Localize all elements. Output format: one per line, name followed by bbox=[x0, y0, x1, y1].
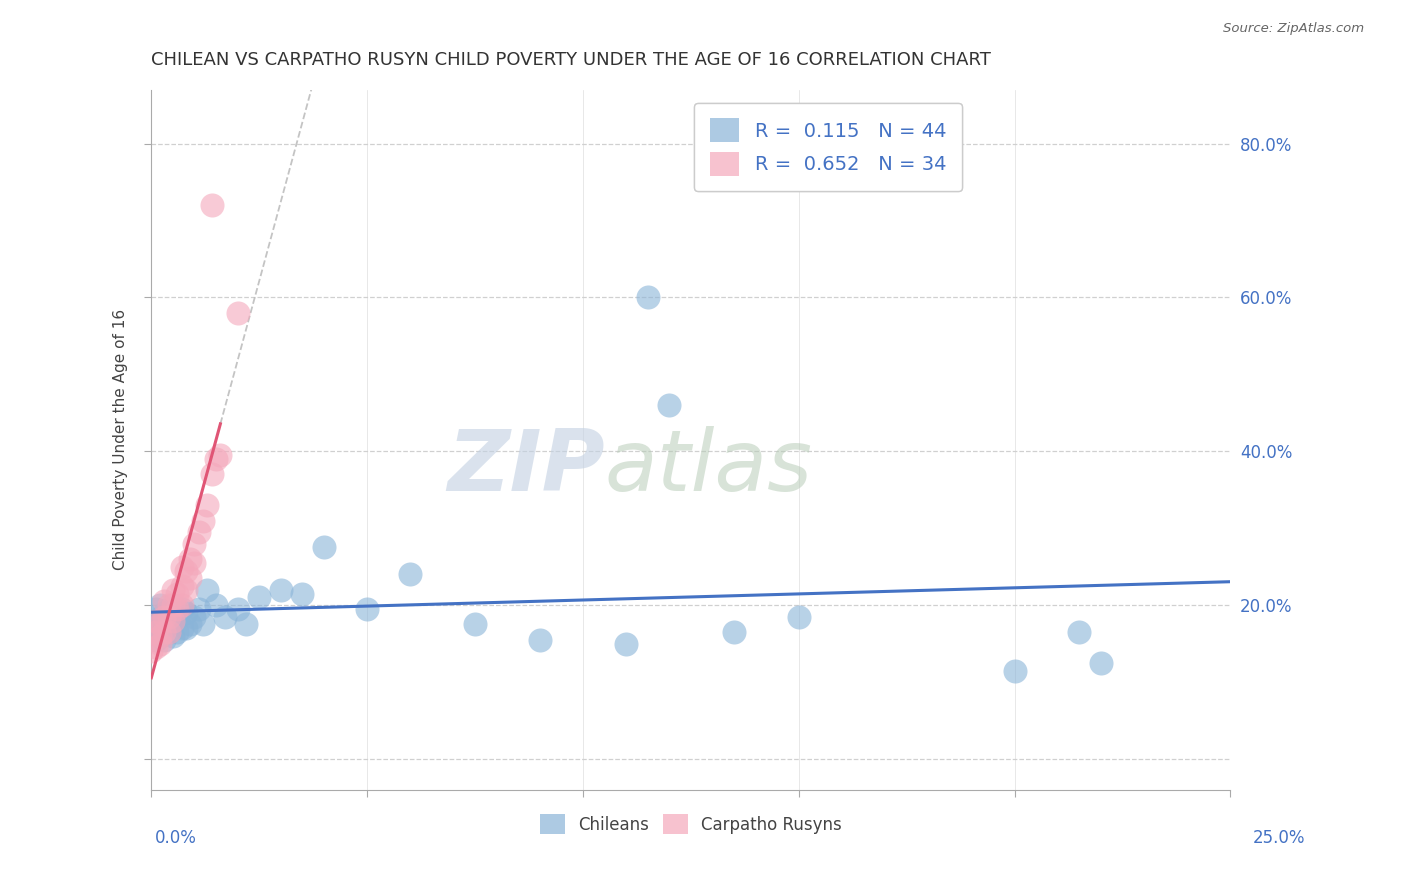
Point bbox=[1090, 656, 1112, 670]
Point bbox=[214, 609, 236, 624]
Text: atlas: atlas bbox=[605, 426, 813, 509]
Point bbox=[197, 498, 219, 512]
Point bbox=[191, 617, 214, 632]
Text: 0.0%: 0.0% bbox=[155, 830, 197, 847]
Point bbox=[145, 614, 167, 628]
Point bbox=[157, 602, 180, 616]
Point bbox=[145, 617, 167, 632]
Point bbox=[187, 602, 209, 616]
Point bbox=[153, 594, 176, 608]
Point bbox=[162, 582, 184, 597]
Point bbox=[529, 632, 551, 647]
Point bbox=[174, 621, 197, 635]
Point bbox=[145, 625, 167, 640]
Point bbox=[166, 586, 188, 600]
Point bbox=[1004, 664, 1026, 678]
Point bbox=[157, 625, 180, 640]
Point bbox=[153, 632, 176, 647]
Point bbox=[162, 614, 184, 628]
Point bbox=[170, 559, 193, 574]
Point bbox=[399, 567, 422, 582]
Point bbox=[153, 609, 176, 624]
Point bbox=[614, 637, 637, 651]
Point bbox=[149, 629, 172, 643]
Point bbox=[183, 609, 205, 624]
Point bbox=[226, 306, 249, 320]
Point bbox=[312, 541, 335, 555]
Point bbox=[157, 598, 180, 612]
Point bbox=[166, 609, 188, 624]
Point bbox=[356, 602, 378, 616]
Point bbox=[149, 598, 172, 612]
Text: ZIP: ZIP bbox=[447, 426, 605, 509]
Point bbox=[145, 602, 167, 616]
Point bbox=[157, 617, 180, 632]
Point bbox=[166, 602, 188, 616]
Point bbox=[149, 614, 172, 628]
Point bbox=[201, 467, 224, 482]
Point bbox=[170, 621, 193, 635]
Point bbox=[179, 617, 201, 632]
Point bbox=[270, 582, 292, 597]
Point bbox=[658, 398, 681, 412]
Point bbox=[197, 582, 219, 597]
Text: Source: ZipAtlas.com: Source: ZipAtlas.com bbox=[1223, 22, 1364, 36]
Point bbox=[235, 617, 257, 632]
Point bbox=[201, 198, 224, 212]
Point bbox=[291, 586, 314, 600]
Point bbox=[464, 617, 486, 632]
Point bbox=[1069, 625, 1091, 640]
Point bbox=[149, 629, 172, 643]
Point bbox=[170, 579, 193, 593]
Point bbox=[149, 617, 172, 632]
Point bbox=[187, 524, 209, 539]
Point bbox=[170, 598, 193, 612]
Point bbox=[205, 452, 228, 467]
Point bbox=[166, 625, 188, 640]
Point bbox=[153, 621, 176, 635]
Point bbox=[209, 448, 232, 462]
Point bbox=[183, 536, 205, 550]
Point bbox=[149, 637, 172, 651]
Point bbox=[153, 606, 176, 620]
Point bbox=[145, 640, 167, 655]
Point bbox=[162, 629, 184, 643]
Point bbox=[787, 609, 810, 624]
Point bbox=[174, 606, 197, 620]
Point bbox=[162, 598, 184, 612]
Point bbox=[157, 609, 180, 624]
Legend: R =  0.115   N = 44, R =  0.652   N = 34: R = 0.115 N = 44, R = 0.652 N = 34 bbox=[695, 103, 962, 191]
Point bbox=[226, 602, 249, 616]
Point bbox=[157, 625, 180, 640]
Point bbox=[145, 632, 167, 647]
Point bbox=[141, 644, 163, 658]
Point bbox=[637, 290, 659, 304]
Point bbox=[205, 598, 228, 612]
Point bbox=[153, 625, 176, 640]
Point bbox=[179, 571, 201, 585]
Point bbox=[183, 556, 205, 570]
Text: 25.0%: 25.0% bbox=[1253, 830, 1306, 847]
Point bbox=[247, 591, 270, 605]
Point bbox=[174, 582, 197, 597]
Point bbox=[191, 514, 214, 528]
Text: CHILEAN VS CARPATHO RUSYN CHILD POVERTY UNDER THE AGE OF 16 CORRELATION CHART: CHILEAN VS CARPATHO RUSYN CHILD POVERTY … bbox=[152, 51, 991, 69]
Point bbox=[723, 625, 745, 640]
Point bbox=[174, 564, 197, 578]
Y-axis label: Child Poverty Under the Age of 16: Child Poverty Under the Age of 16 bbox=[114, 310, 128, 570]
Point bbox=[162, 614, 184, 628]
Point bbox=[170, 602, 193, 616]
Point bbox=[179, 552, 201, 566]
